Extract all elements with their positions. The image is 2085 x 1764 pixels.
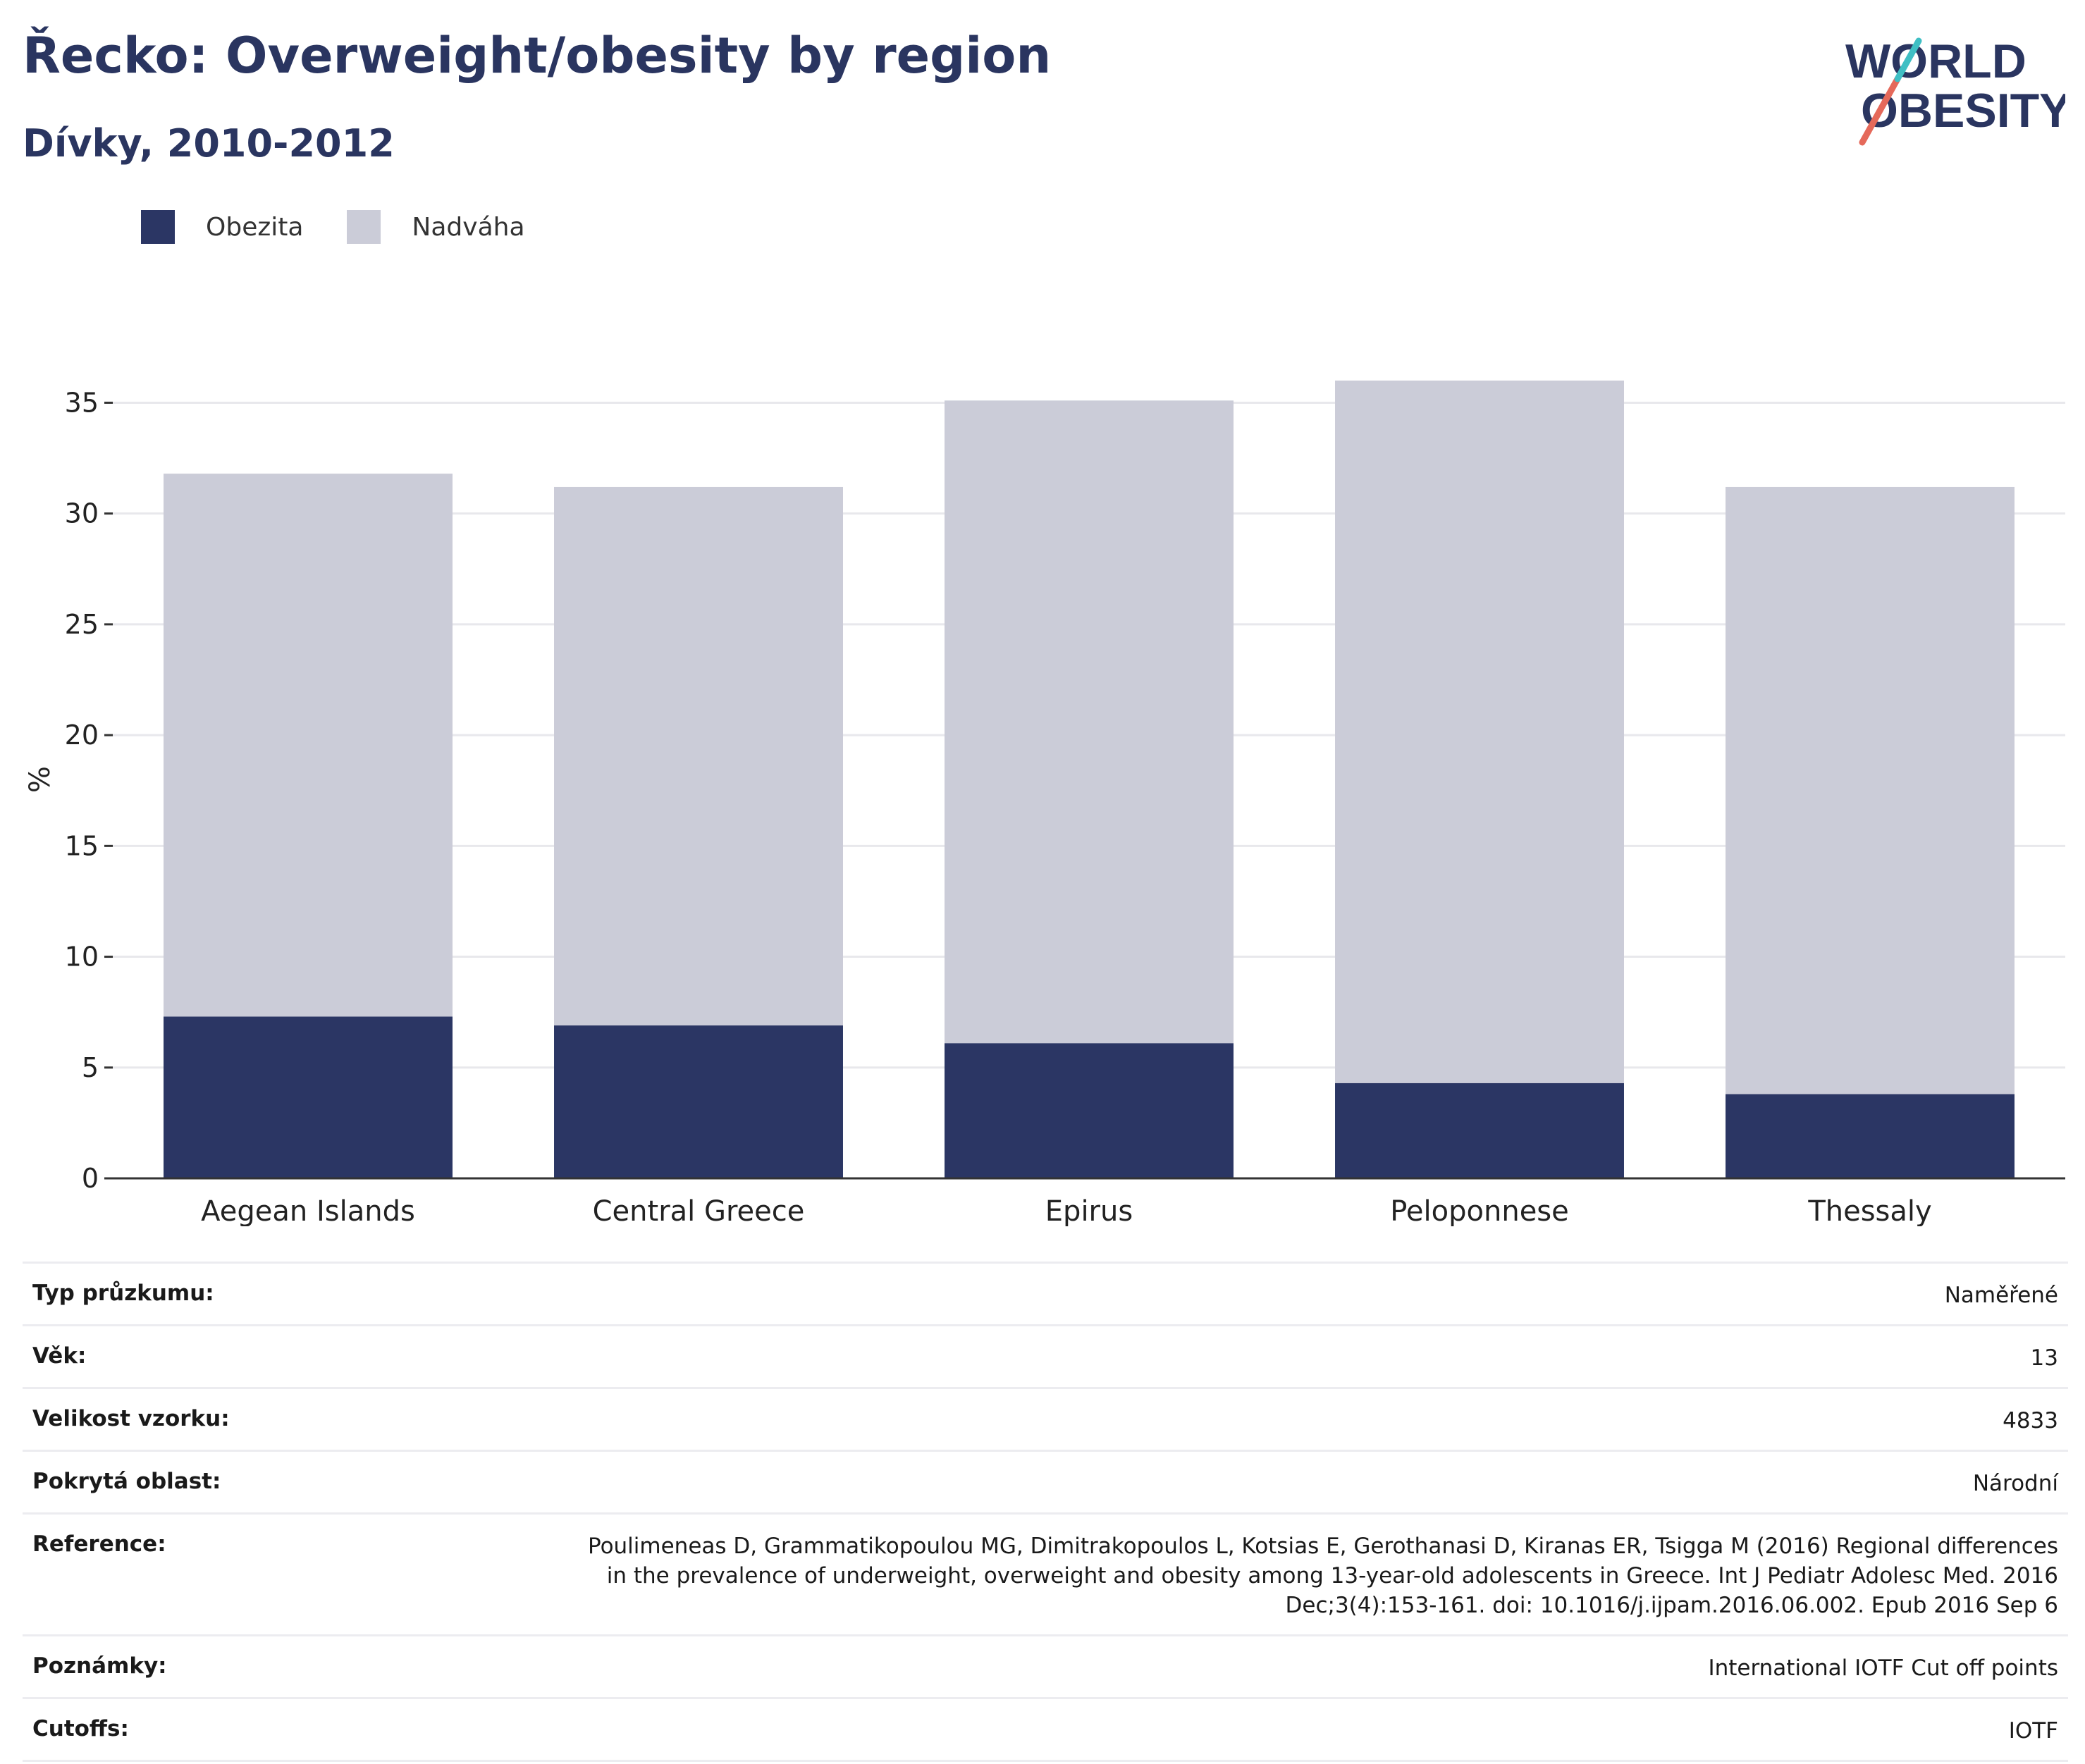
info-row-age: Věk: 13 <box>23 1324 2068 1387</box>
y-tick-label: 0 <box>82 1163 99 1194</box>
y-tick-label: 35 <box>65 387 99 418</box>
y-tick-label: 5 <box>82 1052 99 1083</box>
info-value: Národní <box>1972 1471 2058 1496</box>
legend-label-nadvaha: Nadváha <box>412 212 525 242</box>
page-subtitle: Dívky, 2010-2012 <box>23 121 395 166</box>
info-value: IOTF <box>2008 1718 2058 1744</box>
logo-slash-teal <box>1894 37 1922 82</box>
bar-nadvaha <box>1726 486 2015 1094</box>
info-label: Typ průzkumu: <box>32 1281 214 1306</box>
world-obesity-logo: WORLD OBESITY <box>1845 35 2065 146</box>
x-tick-label: Epirus <box>1045 1195 1133 1226</box>
reference-line: in the prevalence of underweight, overwe… <box>606 1563 2058 1589</box>
info-row-sample-size: Velikost vzorku: 4833 <box>23 1387 2068 1450</box>
info-label: Věk: <box>32 1343 87 1369</box>
legend-item-obezita[interactable]: Obezita <box>141 210 303 244</box>
y-tick-label: 10 <box>65 942 99 973</box>
y-tick-label: 25 <box>65 609 99 640</box>
info-label: Pokrytá oblast: <box>32 1469 221 1494</box>
reference-line: Dec;3(4):153-161. doi: 10.1016/j.ijpam.2… <box>1285 1593 2058 1618</box>
bar-obezita <box>945 1043 1234 1178</box>
page-title: Řecko: Overweight/obesity by region <box>23 27 1052 85</box>
logo-line1: WORLD <box>1845 35 2026 88</box>
y-tick-label: 15 <box>65 830 99 861</box>
info-label: Velikost vzorku: <box>32 1406 230 1431</box>
survey-info-table: Typ průzkumu: Naměřené Věk: 13 Velikost … <box>23 1262 2068 1762</box>
bar-obezita <box>164 1016 453 1178</box>
stacked-bar-chart: 0 5 10 15 20 25 30 35% Aegean Islands Central Gre… <box>24 381 2065 1226</box>
y-tick-label: 30 <box>65 498 99 529</box>
reference-text[interactable]: Poulimeneas D, Grammatikopoulou MG, Dimi… <box>588 1531 2058 1620</box>
logo-slash-red <box>1859 75 1901 146</box>
info-value: 4833 <box>2003 1408 2058 1433</box>
info-value: 13 <box>2030 1345 2058 1371</box>
legend-item-nadvaha[interactable]: Nadváha <box>347 210 525 244</box>
x-tick-label: Aegean Islands <box>201 1195 415 1226</box>
bar-nadvaha <box>164 474 453 1017</box>
logo-line2: OBESITY <box>1861 84 2065 137</box>
legend-swatch-obezita <box>141 210 175 244</box>
info-row-coverage: Pokrytá oblast: Národní <box>23 1450 2068 1512</box>
reference-line: Poulimeneas D, Grammatikopoulou MG, Dimi… <box>587 1534 2058 1559</box>
x-tick-label: Thessaly <box>1807 1195 1931 1226</box>
info-label: Cutoffs: <box>32 1716 129 1741</box>
legend-label-obezita: Obezita <box>206 212 304 242</box>
y-axis-label: % <box>24 766 56 793</box>
info-label: Poznámky: <box>32 1653 167 1679</box>
info-row-cutoffs: Cutoffs: IOTF <box>23 1697 2068 1762</box>
info-label: Reference: <box>32 1531 166 1557</box>
info-row-notes: Poznámky: International IOTF Cut off poi… <box>23 1634 2068 1697</box>
bar-obezita <box>1335 1083 1624 1178</box>
bar-nadvaha <box>554 486 843 1026</box>
bar-obezita <box>1726 1094 2015 1178</box>
bar-nadvaha <box>945 400 1234 1044</box>
x-tick-label: Central Greece <box>593 1195 805 1226</box>
chart-legend: Obezita Nadváha <box>141 210 569 244</box>
bar-obezita <box>554 1025 843 1178</box>
info-value: International IOTF Cut off points <box>1708 1655 2058 1681</box>
info-row-reference: Reference: Poulimeneas D, Grammatikopoul… <box>23 1512 2068 1634</box>
y-tick-label: 20 <box>65 720 99 751</box>
info-value: Naměřené <box>1944 1283 2058 1308</box>
bar-nadvaha <box>1335 381 1624 1083</box>
legend-swatch-nadvaha <box>347 210 381 244</box>
info-row-survey-type: Typ průzkumu: Naměřené <box>23 1262 2068 1324</box>
x-tick-label: Peloponnese <box>1390 1195 1569 1226</box>
